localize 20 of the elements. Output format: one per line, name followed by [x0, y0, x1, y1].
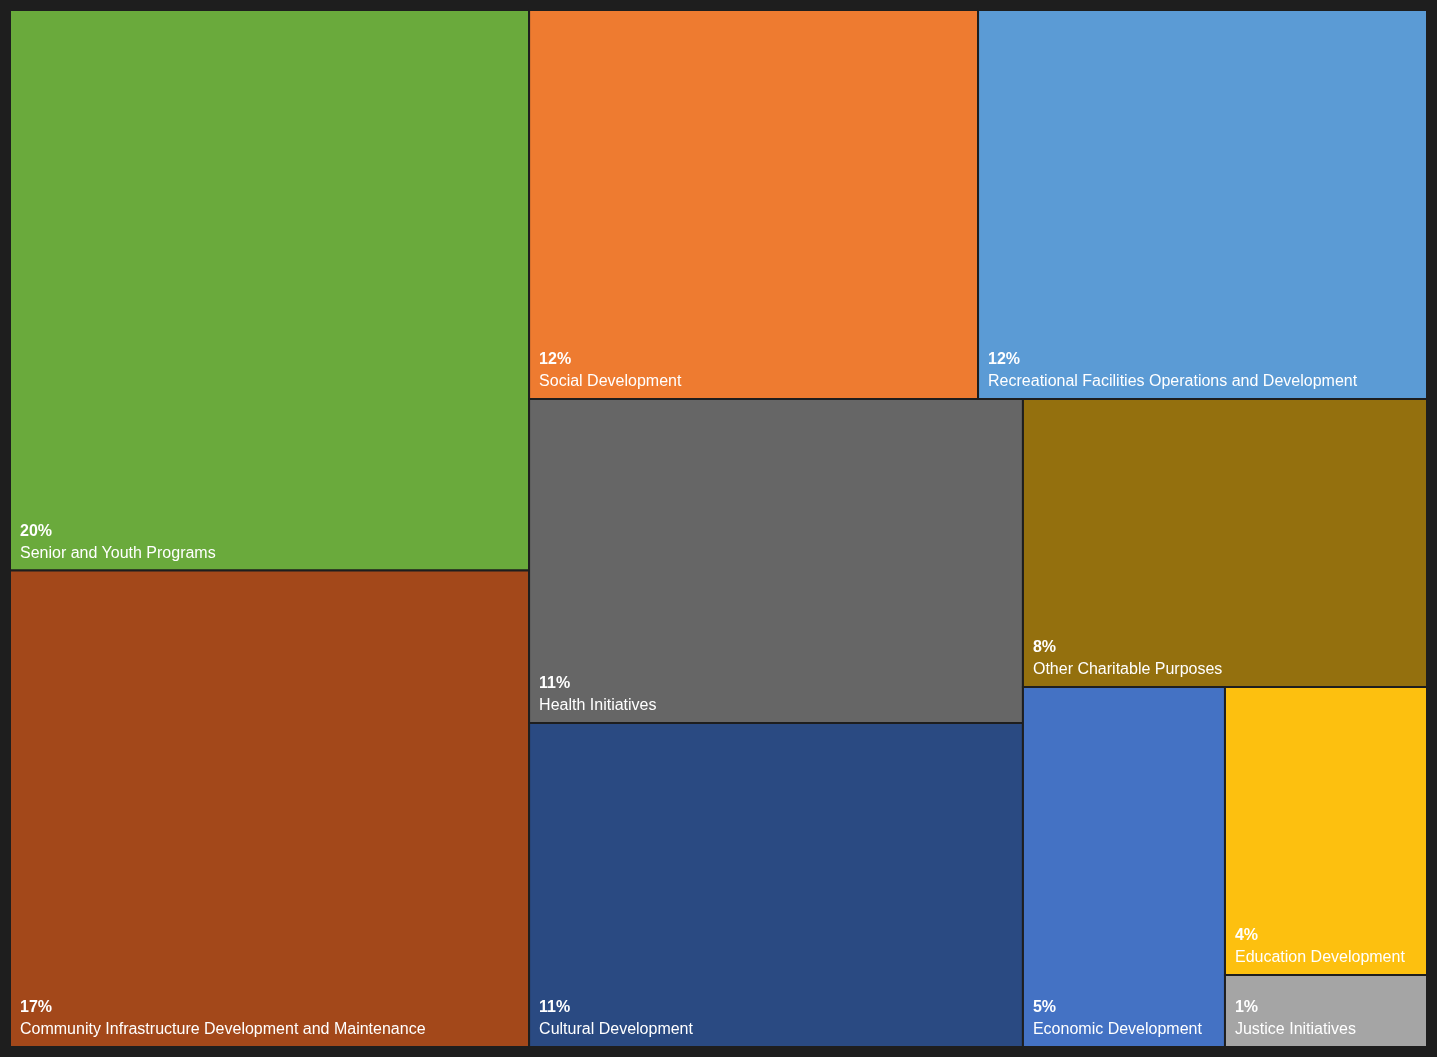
- data-label: 20%: [20, 521, 53, 539]
- category-label: Cultural Development: [539, 1020, 694, 1037]
- data-label: 4%: [1234, 925, 1259, 943]
- category-label: Justice Initiatives: [1234, 1020, 1356, 1037]
- data-label: 12%: [539, 349, 572, 367]
- data-label: 17%: [20, 998, 53, 1015]
- category-label: Economic Development: [1032, 1020, 1203, 1037]
- data-label: 8%: [1032, 637, 1057, 655]
- data-label: 11%: [539, 998, 571, 1015]
- category-label: Recreational Facilities Operations and Development: [988, 371, 1358, 389]
- category-label: Community Infrastructure Development and Maintenance: [20, 1020, 426, 1037]
- data-label: 1%: [1234, 998, 1259, 1015]
- category-label: Health Initiatives: [539, 695, 657, 713]
- category-label: Education Development: [1234, 947, 1406, 965]
- data-label: 5%: [1032, 998, 1057, 1015]
- category-label: Social Development: [539, 371, 682, 389]
- data-label: 12%: [988, 349, 1021, 367]
- category-label: Senior and Youth Programs: [20, 543, 216, 561]
- data-label: 11%: [539, 673, 571, 691]
- category-label: Other Charitable Purposes: [1032, 659, 1223, 677]
